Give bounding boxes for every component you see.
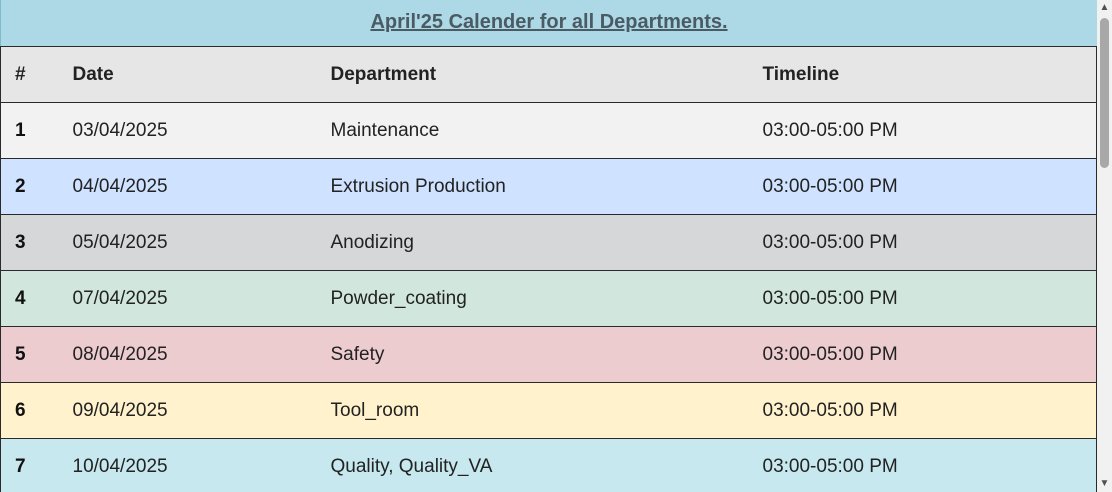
row-number: 2: [0, 158, 59, 215]
scroll-down-arrow-icon[interactable]: ▼: [1099, 478, 1110, 489]
header-timeline: Timeline: [748, 46, 1097, 103]
row-timeline: 03:00-05:00 PM: [748, 214, 1097, 271]
header-date: Date: [58, 46, 317, 103]
row-date: 10/04/2025: [58, 438, 317, 492]
table-row: 4 07/04/2025 Powder_coating 03:00-05:00 …: [0, 270, 1097, 327]
table-row: 2 04/04/2025 Extrusion Production 03:00-…: [0, 158, 1097, 215]
row-department: Safety: [316, 326, 749, 383]
scroll-up-arrow-icon[interactable]: ▲: [1099, 2, 1110, 13]
row-department: Maintenance: [316, 102, 749, 159]
row-timeline: 03:00-05:00 PM: [748, 382, 1097, 439]
row-number: 6: [0, 382, 59, 439]
row-timeline: 03:00-05:00 PM: [748, 326, 1097, 383]
row-date: 05/04/2025: [58, 214, 317, 271]
scrollbar-thumb[interactable]: [1100, 18, 1109, 168]
row-department: Extrusion Production: [316, 158, 749, 215]
table-row: 1 03/04/2025 Maintenance 03:00-05:00 PM: [0, 102, 1097, 159]
row-number: 1: [0, 102, 59, 159]
row-number: 3: [0, 214, 59, 271]
header-number: #: [0, 46, 59, 103]
row-timeline: 03:00-05:00 PM: [748, 102, 1097, 159]
table-row: 6 09/04/2025 Tool_room 03:00-05:00 PM: [0, 382, 1097, 439]
row-timeline: 03:00-05:00 PM: [748, 158, 1097, 215]
calendar-banner: April'25 Calender for all Departments.: [0, 0, 1097, 46]
calendar-title-link[interactable]: April'25 Calender for all Departments.: [370, 11, 728, 33]
table-row: 5 08/04/2025 Safety 03:00-05:00 PM: [0, 326, 1097, 383]
table-header-row: # Date Department Timeline: [0, 46, 1097, 103]
row-number: 5: [0, 326, 59, 383]
row-number: 4: [0, 270, 59, 327]
row-timeline: 03:00-05:00 PM: [748, 270, 1097, 327]
row-date: 07/04/2025: [58, 270, 317, 327]
row-department: Quality, Quality_VA: [316, 438, 749, 492]
vertical-scrollbar[interactable]: ▲ ▼: [1097, 0, 1112, 492]
row-date: 04/04/2025: [58, 158, 317, 215]
row-number: 7: [0, 438, 59, 492]
row-date: 08/04/2025: [58, 326, 317, 383]
calendar-table: # Date Department Timeline 1 03/04/2025 …: [0, 46, 1097, 492]
row-timeline: 03:00-05:00 PM: [748, 438, 1097, 492]
row-department: Tool_room: [316, 382, 749, 439]
header-department: Department: [316, 46, 749, 103]
table-row: 7 10/04/2025 Quality, Quality_VA 03:00-0…: [0, 438, 1097, 492]
table-row: 3 05/04/2025 Anodizing 03:00-05:00 PM: [0, 214, 1097, 271]
row-department: Anodizing: [316, 214, 749, 271]
row-department: Powder_coating: [316, 270, 749, 327]
row-date: 03/04/2025: [58, 102, 317, 159]
row-date: 09/04/2025: [58, 382, 317, 439]
